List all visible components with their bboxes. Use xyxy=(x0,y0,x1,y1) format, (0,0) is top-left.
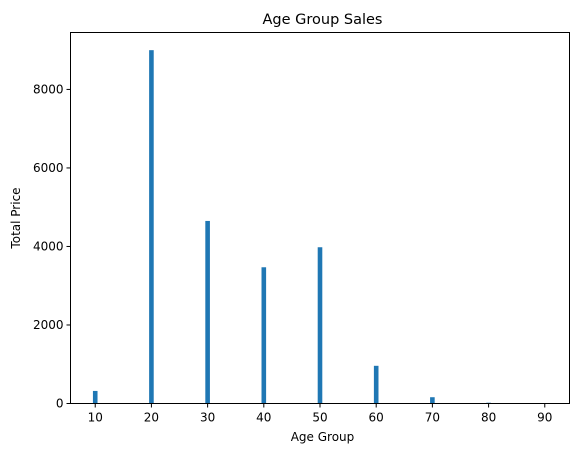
y-tick-label-2000: 2000 xyxy=(33,318,64,332)
bar-10 xyxy=(92,390,98,404)
x-tick-label-20: 20 xyxy=(144,411,159,425)
chart-title: Age Group Sales xyxy=(262,12,382,28)
x-tick-label-70: 70 xyxy=(425,411,440,425)
x-tick-label-50: 50 xyxy=(312,411,327,425)
x-tick-label-60: 60 xyxy=(369,411,384,425)
plot-area: 10 20 30 40 50 60 70 80 90 0 2000 4000 6000 8000 xyxy=(33,32,570,425)
bar-40 xyxy=(261,267,267,404)
bar-50 xyxy=(317,247,323,404)
y-tick-label-4000: 4000 xyxy=(33,239,64,253)
bar-20 xyxy=(149,50,154,404)
x-tick-label-80: 80 xyxy=(481,411,496,425)
x-axis-label: Age Group xyxy=(291,430,355,444)
y-tick-label-8000: 8000 xyxy=(33,82,64,96)
plot-frame xyxy=(70,32,570,404)
y-tick-label-6000: 6000 xyxy=(33,161,64,175)
y-axis-ticks: 0 2000 4000 6000 8000 xyxy=(33,82,71,411)
bar-70 xyxy=(430,397,435,404)
y-tick-label-0: 0 xyxy=(56,397,64,411)
bar-60 xyxy=(373,365,379,404)
y-axis-label: Total Price xyxy=(9,187,23,249)
x-tick-label-40: 40 xyxy=(256,411,271,425)
x-tick-label-10: 10 xyxy=(88,411,103,425)
bar-30 xyxy=(205,220,210,404)
x-axis-ticks: 10 20 30 40 50 60 70 80 90 xyxy=(88,403,552,425)
x-tick-label-30: 30 xyxy=(200,411,215,425)
x-tick-label-90: 90 xyxy=(537,411,552,425)
